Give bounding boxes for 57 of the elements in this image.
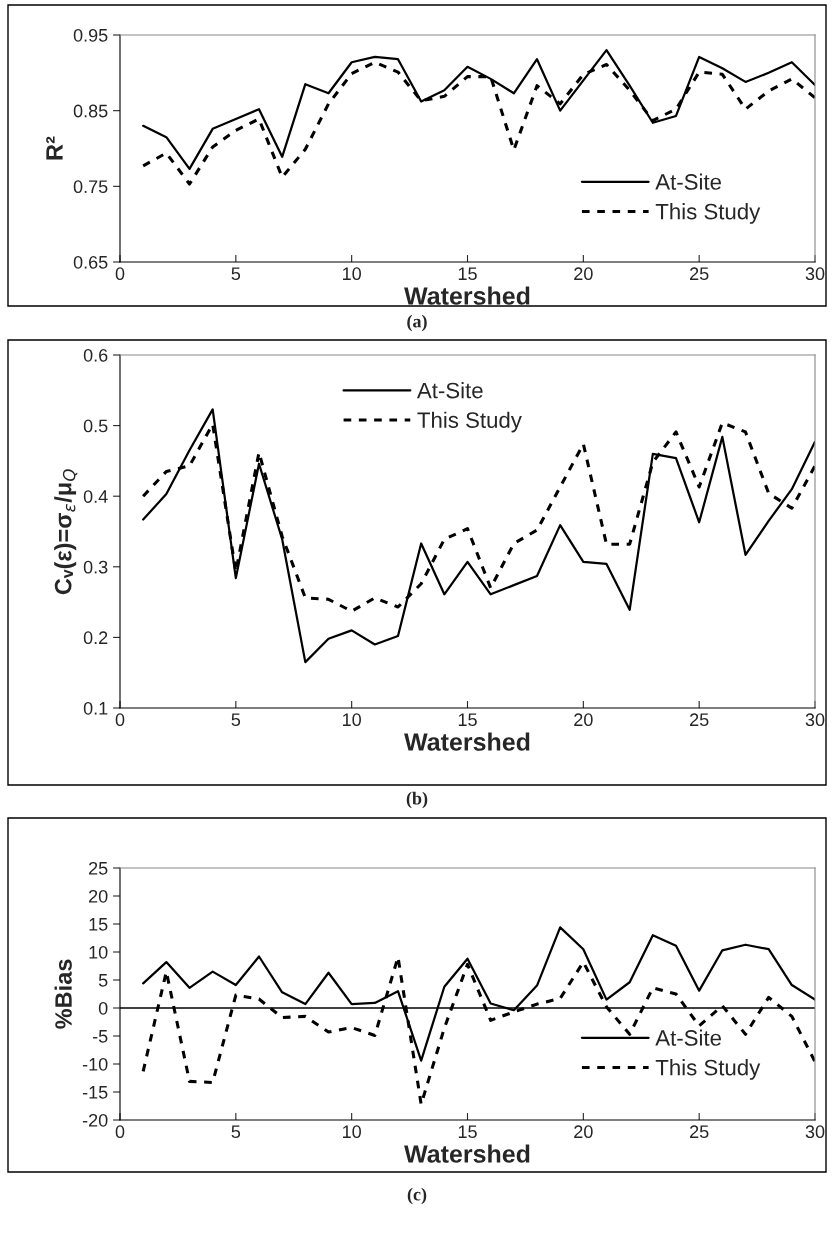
x-tick-label: 5 [231, 713, 241, 727]
legend-label: At-Site [416, 382, 483, 399]
x-tick-label: 5 [231, 1125, 241, 1139]
y-tick-label: -5 [92, 1030, 108, 1043]
y-axis-title: Cᵥ(ε)=σ$_{ε}$/μ$_{Q}$ [54, 469, 78, 595]
x-tick-label: 0 [115, 267, 125, 281]
y-tick-label: -10 [82, 1057, 108, 1071]
x-tick-label: 0 [115, 1125, 125, 1139]
y-tick-label: 20 [89, 889, 108, 903]
y-tick-label: 0.2 [83, 631, 108, 645]
x-tick-label: 20 [574, 1125, 593, 1139]
y-tick-label: 0.75 [73, 180, 108, 194]
y-tick-label: 0.6 [83, 348, 108, 362]
x-tick-label: 25 [690, 267, 709, 281]
y-tick-label: -15 [82, 1086, 108, 1099]
x-tick-label: 10 [343, 1125, 361, 1139]
y-tick-label: 0.5 [83, 419, 108, 433]
y-tick-label: 0.65 [73, 255, 108, 269]
x-tick-label: 0 [115, 713, 125, 727]
legend-label: At-Site [655, 1029, 721, 1046]
legend-label: At-Site [655, 173, 721, 190]
y-tick-label: 0.85 [73, 104, 108, 118]
legend-label: This Study [655, 203, 761, 224]
x-tick-label: 5 [231, 267, 241, 281]
y-axis-title: %Bias [54, 959, 72, 1029]
y-tick-label: 0 [98, 1001, 108, 1015]
x-axis-title: Watershed [404, 286, 530, 305]
y-tick-label: -20 [82, 1113, 108, 1127]
y-tick-label: 5 [98, 974, 108, 987]
text: (b) [406, 791, 428, 809]
x-tick-label: 10 [343, 267, 361, 281]
x-tick-label: 20 [574, 713, 593, 727]
y-tick-label: 0.95 [73, 28, 108, 42]
x-axis-title: Watershed [404, 1144, 530, 1163]
line-series [142, 408, 815, 664]
x-tick-label: 25 [690, 1125, 709, 1139]
x-tick-label: 20 [574, 267, 593, 281]
x-tick-label: 15 [458, 1125, 477, 1139]
y-tick-label: 0.1 [83, 701, 108, 715]
y-tick-label: 15 [89, 918, 108, 931]
x-tick-label: 10 [343, 713, 361, 727]
x-tick-label: 30 [805, 1125, 825, 1139]
y-tick-label: 0.3 [83, 560, 108, 574]
x-tick-label: 30 [805, 267, 825, 281]
x-tick-label: 25 [690, 713, 709, 727]
y-tick-label: 25 [89, 861, 108, 875]
x-tick-label: 15 [458, 713, 477, 727]
legend-label: This Study [655, 1059, 761, 1080]
y-tick-label: 0.4 [83, 490, 108, 503]
legend-label: This Study [417, 411, 522, 433]
x-tick-label: 15 [458, 267, 477, 281]
y-tick-label: 10 [89, 945, 108, 959]
y-axis-title: R² [46, 136, 63, 160]
text: (c) [407, 1187, 427, 1205]
x-tick-label: 30 [805, 713, 825, 727]
x-axis-title: Watershed [404, 732, 530, 751]
text: (a) [407, 314, 427, 332]
